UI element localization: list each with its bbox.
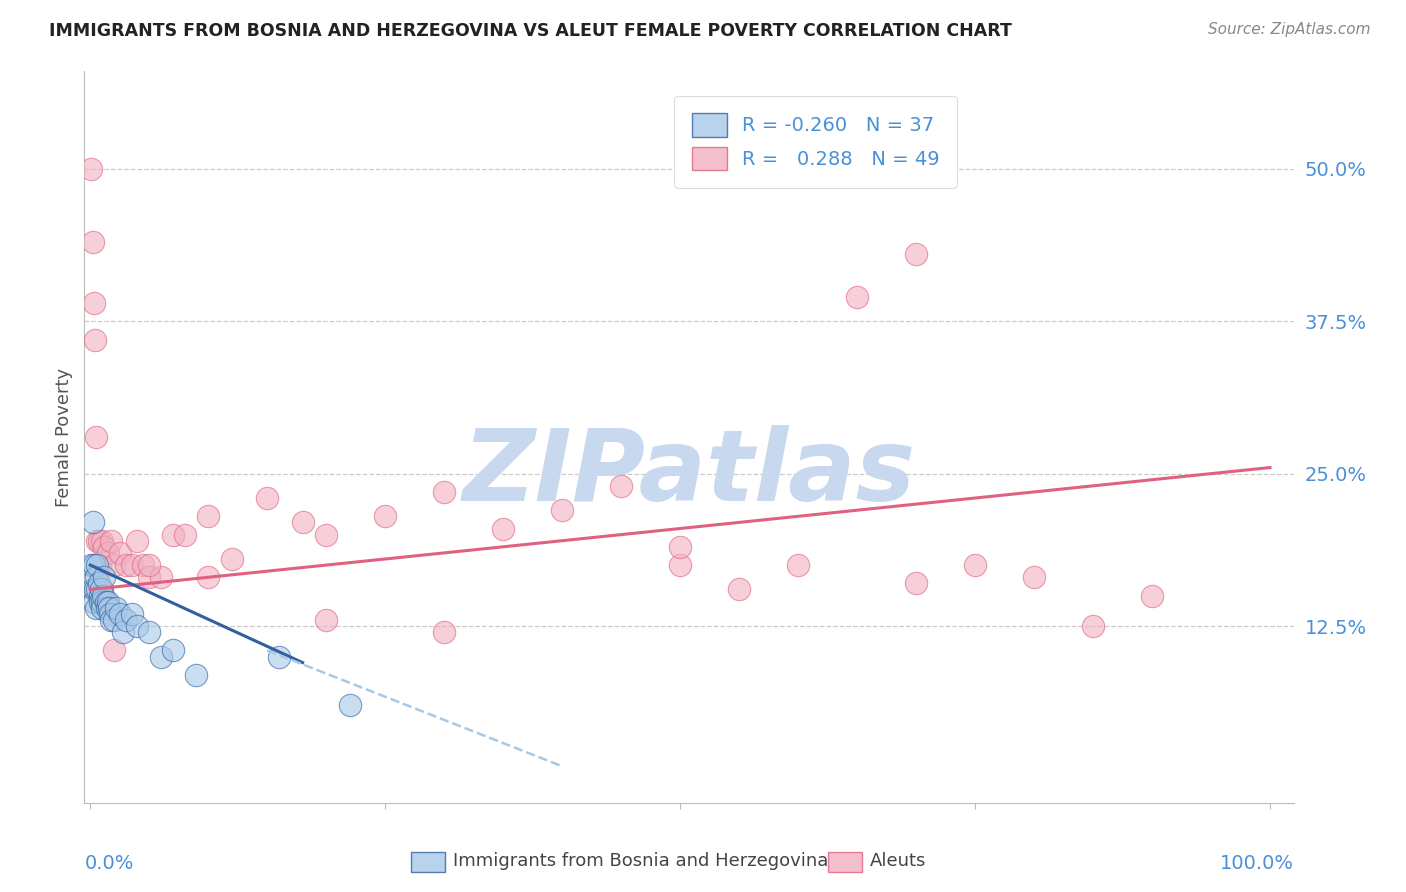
Point xyxy=(86,558,108,573)
Point xyxy=(86,533,108,548)
Point xyxy=(121,558,143,573)
FancyBboxPatch shape xyxy=(828,852,862,872)
Point xyxy=(1081,619,1104,633)
Point xyxy=(86,582,108,597)
Point xyxy=(197,509,219,524)
Point xyxy=(138,570,160,584)
Point xyxy=(108,546,131,560)
Text: Source: ZipAtlas.com: Source: ZipAtlas.com xyxy=(1208,22,1371,37)
Point xyxy=(433,485,456,500)
Point xyxy=(80,558,103,573)
Point xyxy=(127,533,149,548)
Point xyxy=(90,582,112,597)
Point xyxy=(114,613,136,627)
Point xyxy=(91,533,114,548)
Point xyxy=(315,527,337,541)
Point xyxy=(91,589,114,603)
Point xyxy=(127,619,149,633)
Point xyxy=(197,570,219,584)
Point xyxy=(94,594,117,608)
Point xyxy=(84,570,107,584)
Y-axis label: Female Poverty: Female Poverty xyxy=(55,368,73,507)
Point xyxy=(93,570,115,584)
Point xyxy=(103,643,125,657)
Point xyxy=(315,613,337,627)
Legend: R = -0.260   N = 37, R =   0.288   N = 49: R = -0.260 N = 37, R = 0.288 N = 49 xyxy=(673,95,957,188)
Point xyxy=(84,430,107,444)
Point xyxy=(1022,570,1045,584)
Point xyxy=(492,521,515,535)
Point xyxy=(433,625,456,640)
Point xyxy=(728,582,751,597)
Point xyxy=(256,491,278,505)
Text: Immigrants from Bosnia and Herzegovina: Immigrants from Bosnia and Herzegovina xyxy=(453,853,828,871)
Point xyxy=(138,558,160,573)
Point xyxy=(610,479,633,493)
Text: ZIPatlas: ZIPatlas xyxy=(463,425,915,522)
Point xyxy=(150,649,173,664)
Point xyxy=(100,613,122,627)
Point xyxy=(162,643,184,657)
Point xyxy=(162,527,184,541)
Point xyxy=(267,649,290,664)
Point xyxy=(91,594,114,608)
Point xyxy=(83,594,105,608)
Point xyxy=(80,161,103,176)
Point xyxy=(963,558,986,573)
Point xyxy=(84,600,107,615)
Point xyxy=(89,589,111,603)
Point xyxy=(339,698,361,713)
Point xyxy=(374,509,396,524)
Point xyxy=(96,600,118,615)
Point xyxy=(221,552,243,566)
Point xyxy=(138,625,160,640)
Point xyxy=(905,576,928,591)
Point xyxy=(173,527,195,541)
Point xyxy=(89,558,111,573)
Point xyxy=(82,235,104,249)
Point xyxy=(91,600,114,615)
FancyBboxPatch shape xyxy=(411,852,444,872)
Point xyxy=(551,503,574,517)
Point xyxy=(103,613,125,627)
Point xyxy=(121,607,143,621)
Text: 0.0%: 0.0% xyxy=(84,854,134,873)
Point xyxy=(82,516,104,530)
Point xyxy=(84,582,107,597)
Point xyxy=(97,594,120,608)
Point xyxy=(787,558,810,573)
Point xyxy=(100,533,122,548)
Point xyxy=(114,558,136,573)
Point xyxy=(91,582,114,597)
Text: IMMIGRANTS FROM BOSNIA AND HERZEGOVINA VS ALEUT FEMALE POVERTY CORRELATION CHART: IMMIGRANTS FROM BOSNIA AND HERZEGOVINA V… xyxy=(49,22,1012,40)
Point xyxy=(108,607,131,621)
Text: 100.0%: 100.0% xyxy=(1219,854,1294,873)
Point xyxy=(84,333,107,347)
Point xyxy=(905,247,928,261)
Point xyxy=(82,582,104,597)
Point xyxy=(150,570,173,584)
Point xyxy=(112,625,135,640)
Point xyxy=(132,558,155,573)
Point xyxy=(93,540,115,554)
Point xyxy=(846,290,869,304)
Point xyxy=(105,600,128,615)
Point xyxy=(83,558,105,573)
Point xyxy=(291,516,314,530)
Point xyxy=(186,667,208,681)
Text: Aleuts: Aleuts xyxy=(870,853,927,871)
Point xyxy=(1140,589,1163,603)
Point xyxy=(103,558,125,573)
Point xyxy=(669,558,692,573)
Point xyxy=(98,607,121,621)
Point xyxy=(89,594,111,608)
Point xyxy=(83,296,105,310)
Point xyxy=(669,540,692,554)
Point xyxy=(98,600,121,615)
Point xyxy=(97,546,120,560)
Point xyxy=(87,576,110,591)
Point xyxy=(87,533,110,548)
